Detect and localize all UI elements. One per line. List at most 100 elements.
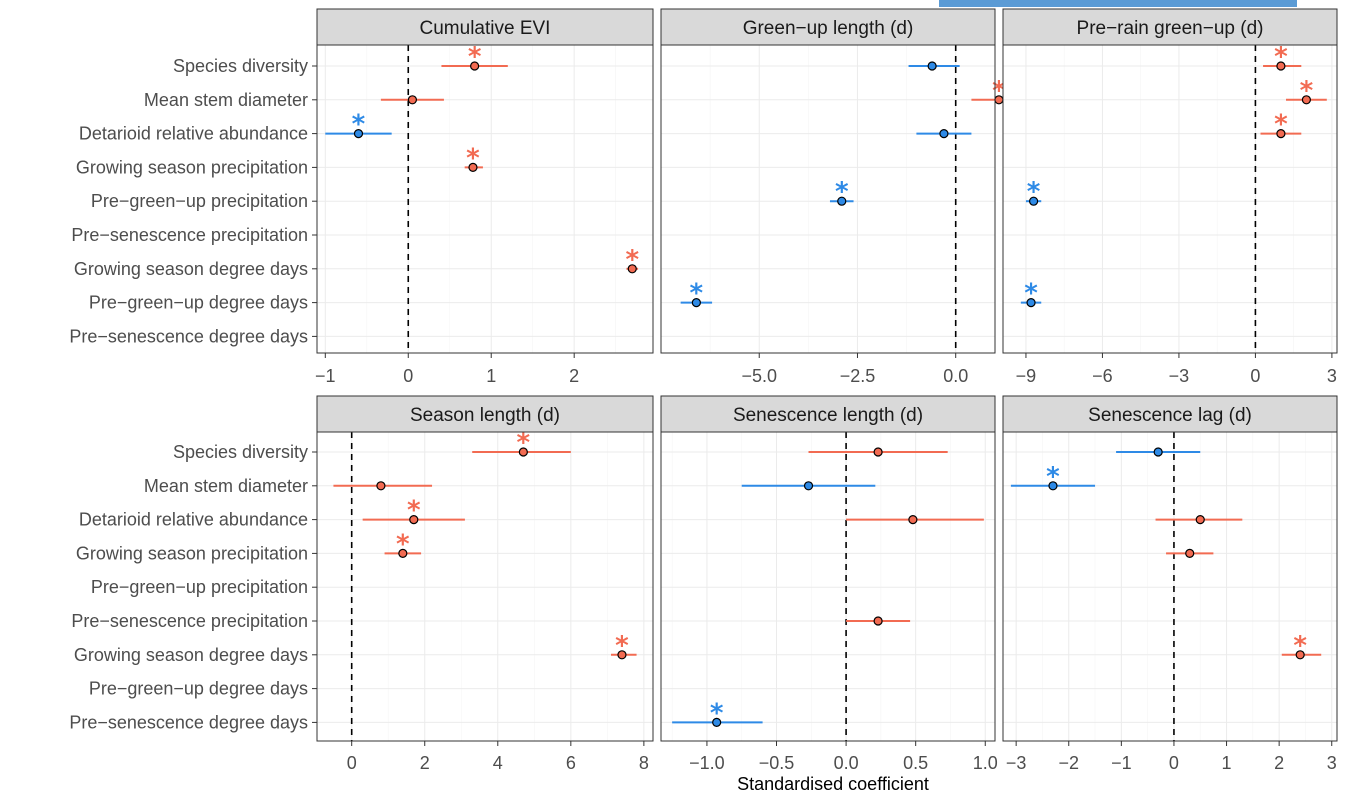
y-category-label: Growing season degree days bbox=[74, 645, 308, 665]
panel-area bbox=[1002, 44, 1338, 354]
coefficient-point bbox=[409, 514, 419, 525]
y-category-label: Pre−green−up degree days bbox=[89, 293, 308, 313]
coefficient-point bbox=[1028, 196, 1039, 206]
coefficient-point bbox=[908, 514, 918, 525]
significance-star: * bbox=[1024, 279, 1038, 309]
y-category-label: Pre−green−up precipitation bbox=[91, 191, 308, 211]
y-category-label: Pre−green−up degree days bbox=[89, 679, 308, 699]
x-tick-label: −3 bbox=[1006, 753, 1027, 773]
x-tick-label: 3 bbox=[1327, 366, 1337, 386]
y-category-label: Pre−green−up precipitation bbox=[91, 577, 308, 597]
coefficient-point bbox=[1026, 298, 1036, 308]
coefficient-point bbox=[398, 548, 408, 559]
significance-star: * bbox=[1274, 42, 1288, 72]
coefficient-point bbox=[1195, 514, 1205, 525]
facet-title: Green−up length (d) bbox=[743, 18, 914, 39]
facet-strip bbox=[1002, 8, 1338, 46]
x-tick-label: −9 bbox=[1016, 366, 1037, 386]
y-category-label: Mean stem diameter bbox=[144, 476, 308, 496]
x-tick-label: −1.0 bbox=[689, 753, 725, 773]
panel-senescence-length-d: * Senescence length (d) −1.0 −0.5 0.0 0.5 1.0 bbox=[660, 395, 998, 773]
facet-strip bbox=[1002, 395, 1338, 433]
significance-star: * bbox=[690, 279, 704, 309]
x-tick-label: −5.0 bbox=[741, 366, 777, 386]
y-category-label: Pre−senescence degree days bbox=[69, 712, 308, 732]
facet-strip bbox=[316, 395, 654, 433]
x-tick-label: 0.5 bbox=[903, 753, 928, 773]
header-accent-bar bbox=[939, 0, 1297, 7]
x-axis-title: Standardised coefficient bbox=[737, 774, 929, 794]
significance-star: * bbox=[1027, 177, 1041, 207]
x-tick-label: 2 bbox=[1274, 753, 1284, 773]
y-category-label: Detarioid relative abundance bbox=[79, 510, 308, 530]
x-tick-label: 0.0 bbox=[943, 366, 968, 386]
x-tick-label: 8 bbox=[639, 753, 649, 773]
coefficient-point bbox=[407, 95, 418, 105]
coefficient-point bbox=[1153, 447, 1163, 457]
significance-star: * bbox=[615, 631, 629, 661]
x-tick-label: 0 bbox=[1250, 366, 1260, 386]
facet-strip bbox=[660, 395, 996, 433]
significance-star: * bbox=[468, 42, 482, 72]
y-category-label: Species diversity bbox=[173, 442, 308, 462]
y-category-label: Growing season degree days bbox=[74, 259, 308, 279]
x-tick-label: 2 bbox=[420, 753, 430, 773]
y-category-label: Growing season precipitation bbox=[76, 543, 308, 563]
coefficient-point bbox=[353, 129, 364, 139]
x-tick-label: 2 bbox=[569, 366, 579, 386]
significance-star: * bbox=[517, 428, 531, 458]
coefficient-point bbox=[873, 616, 883, 626]
coefficient-point bbox=[939, 129, 949, 139]
y-category-label: Species diversity bbox=[173, 56, 308, 76]
coefficient-point bbox=[470, 61, 480, 71]
panel-senescence-lag-d: * * Senescence lag (d) −3 −2 −1 0 1 2 3 bbox=[1002, 395, 1338, 773]
coefficient-point bbox=[376, 481, 386, 491]
facet-title: Season length (d) bbox=[410, 405, 560, 426]
x-tick-label: −1 bbox=[315, 366, 336, 386]
coefficient-point bbox=[1048, 481, 1058, 491]
y-category-label: Pre−senescence precipitation bbox=[71, 225, 308, 245]
facet-title: Senescence length (d) bbox=[733, 405, 923, 426]
x-tick-label: 0 bbox=[1169, 753, 1179, 773]
coefficient-point bbox=[1276, 129, 1286, 139]
coefficient-point bbox=[803, 481, 814, 491]
coefficient-point bbox=[1276, 61, 1286, 71]
coefficient-point bbox=[468, 162, 478, 172]
coefficient-point bbox=[617, 650, 627, 660]
coefficient-point bbox=[691, 298, 701, 308]
facet-strip bbox=[660, 8, 996, 46]
significance-star: * bbox=[1046, 462, 1060, 492]
coefficient-point bbox=[873, 447, 883, 457]
x-tick-label: −2.5 bbox=[840, 366, 876, 386]
coefficient-point bbox=[1301, 95, 1312, 105]
x-tick-label: −6 bbox=[1092, 366, 1113, 386]
x-tick-label: 0 bbox=[403, 366, 413, 386]
x-tick-label: 0.0 bbox=[834, 753, 859, 773]
panel-area bbox=[316, 44, 654, 354]
significance-star: * bbox=[396, 529, 410, 559]
significance-star: * bbox=[835, 177, 849, 207]
y-category-label: Mean stem diameter bbox=[144, 90, 308, 110]
x-tick-label: 4 bbox=[493, 753, 503, 773]
x-tick-label: 3 bbox=[1327, 753, 1337, 773]
coefficient-point bbox=[712, 717, 722, 728]
x-tick-label: 1.0 bbox=[973, 753, 998, 773]
x-tick-label: −1 bbox=[1111, 753, 1132, 773]
significance-star: * bbox=[710, 698, 724, 728]
significance-star: * bbox=[1300, 76, 1314, 106]
x-tick-label: −0.5 bbox=[759, 753, 795, 773]
panel-area bbox=[660, 431, 996, 742]
panel-cumulative-evi: * * * * Cumulative EVI −1 0 1 2 Species diversity… bbox=[69, 8, 654, 386]
x-tick-label: 0 bbox=[347, 753, 357, 773]
significance-star: * bbox=[1274, 110, 1288, 140]
facet-strip bbox=[316, 8, 654, 46]
y-category-label: Pre−senescence degree days bbox=[69, 326, 308, 346]
x-tick-label: −3 bbox=[1169, 366, 1190, 386]
facet-title: Senescence lag (d) bbox=[1088, 405, 1252, 426]
x-tick-label: 1 bbox=[1222, 753, 1232, 773]
coefficient-point bbox=[1185, 548, 1195, 559]
panel-pre-rain-green-up-d: * * * * * Pre−rain green−up (d) −9 −6 −3 0 3 bbox=[1002, 8, 1338, 386]
x-tick-label: 6 bbox=[566, 753, 576, 773]
